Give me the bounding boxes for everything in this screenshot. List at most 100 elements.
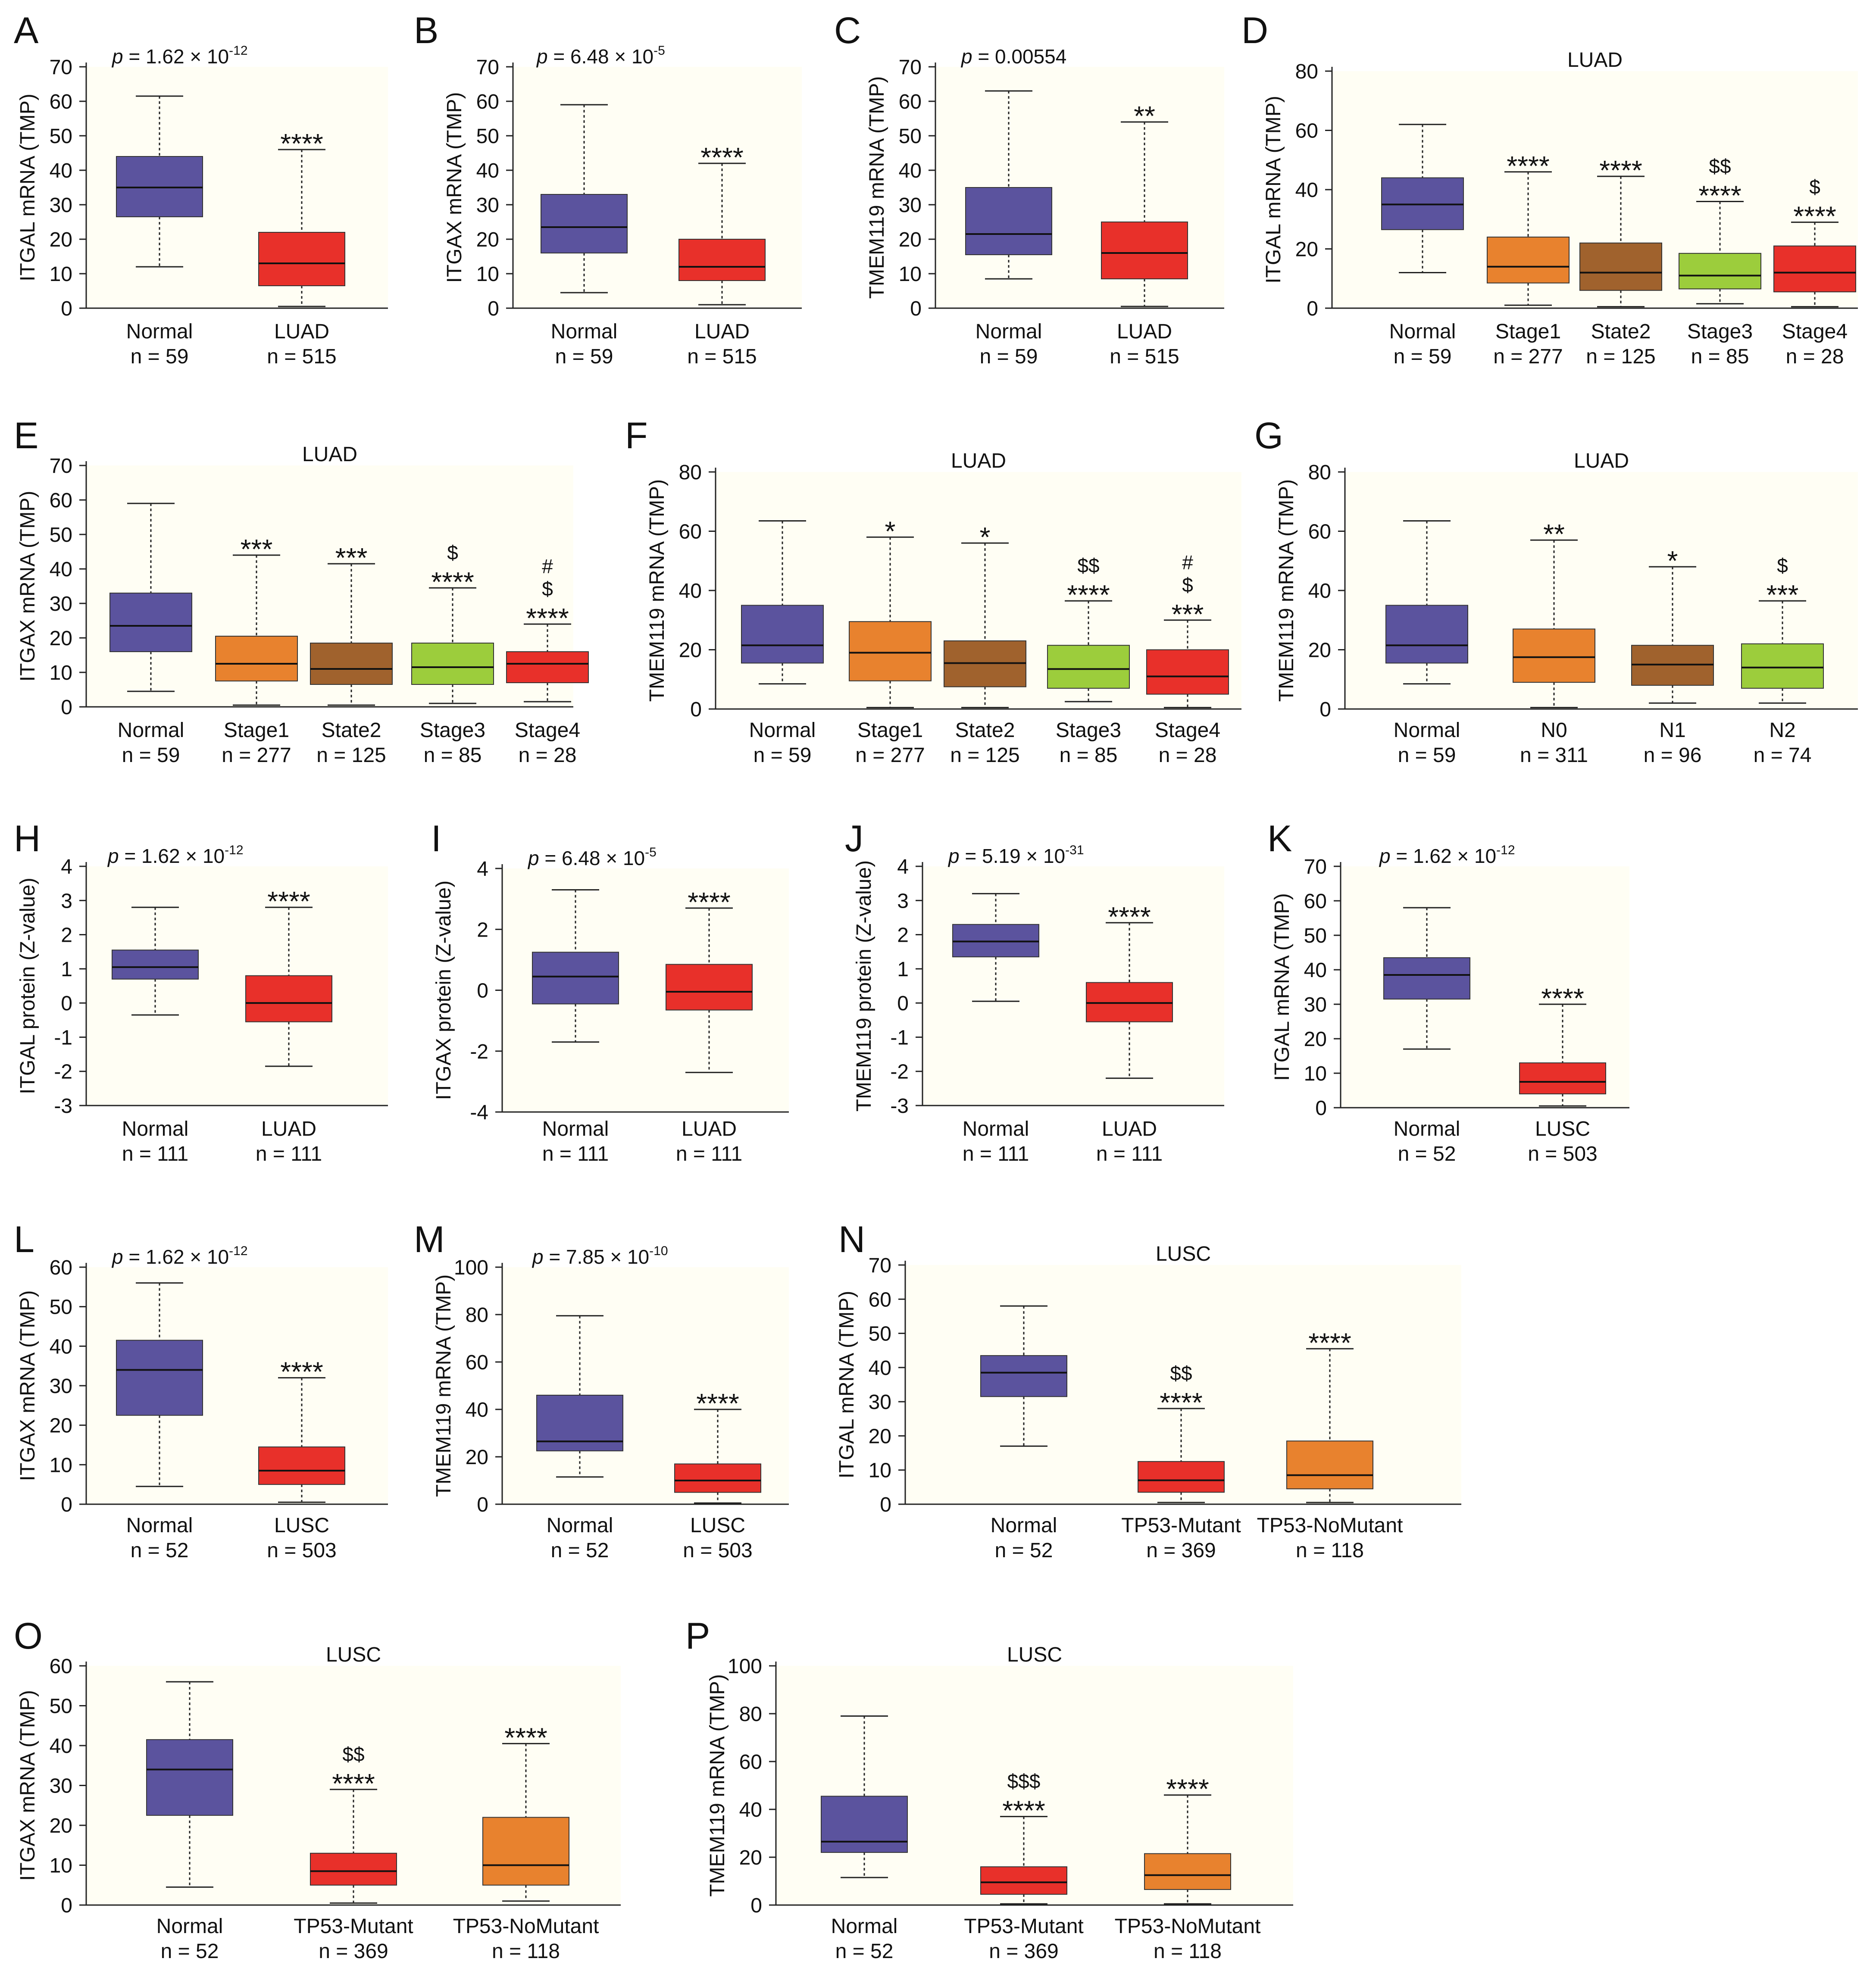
x-category-label: Normal	[126, 320, 193, 343]
significance-symbol: $	[542, 578, 553, 600]
y-tick-label: 30	[476, 194, 499, 217]
y-tick-label: 0	[477, 1493, 488, 1516]
box-iqr	[482, 1817, 569, 1886]
box-iqr	[1385, 605, 1468, 664]
y-tick-label: 60	[739, 1751, 762, 1774]
y-tick-label: 60	[50, 1256, 72, 1279]
y-tick-label: 0	[477, 980, 488, 1003]
y-tick-label: 50	[869, 1323, 891, 1346]
y-tick-label: 60	[899, 91, 922, 113]
panel-letter: B	[414, 10, 438, 51]
y-tick-label: 50	[50, 1296, 72, 1319]
box-iqr	[1047, 645, 1130, 689]
box-iqr	[980, 1355, 1067, 1397]
panel-letter: E	[14, 415, 38, 456]
sample-size-label: n = 277	[1493, 345, 1563, 368]
y-tick-label: 10	[476, 263, 499, 286]
plot-background	[86, 866, 388, 1106]
y-tick-label: 20	[869, 1425, 891, 1448]
significance-symbol: #	[542, 555, 553, 578]
y-tick-label: 30	[899, 194, 922, 217]
x-category-label: Normal	[542, 1118, 609, 1140]
box-iqr	[541, 194, 628, 253]
y-axis-label: TMEM119 mRNA (TMP)	[1275, 479, 1298, 702]
box-iqr	[849, 621, 932, 681]
box-iqr	[980, 1866, 1067, 1895]
y-tick-label: 4	[477, 858, 488, 881]
sample-size-label: n = 369	[1146, 1539, 1216, 1562]
sample-size-label: n = 28	[1786, 345, 1844, 368]
p-value-label: p = 6.48 × 10-5	[536, 44, 665, 68]
panel-letter: L	[14, 1219, 34, 1260]
x-category-label: TP53-Mutant	[964, 1915, 1083, 1938]
x-category-label: LUAD	[274, 320, 329, 343]
sample-size-label: n = 111	[1096, 1143, 1163, 1165]
box-iqr	[1146, 649, 1229, 695]
y-axis-label: ITGAL mRNA (TMP)	[835, 1291, 858, 1479]
y-tick-label: 50	[50, 1695, 72, 1718]
y-tick-label: 0	[880, 1493, 891, 1516]
significance-stars: ***	[1767, 579, 1799, 610]
significance-stars: ****	[431, 566, 474, 597]
box-iqr	[116, 1340, 203, 1416]
y-tick-label: 10	[50, 263, 72, 286]
p-value-label: p = 5.19 × 10-31	[947, 843, 1084, 867]
box-iqr	[1741, 643, 1824, 689]
y-tick-label: 60	[50, 91, 72, 113]
panel-title: LUAD	[1574, 450, 1629, 472]
y-tick-label: 2	[61, 924, 72, 947]
y-axis-label: TMEM119 mRNA (TMP)	[866, 76, 888, 299]
panel-letter: N	[838, 1219, 865, 1260]
sample-size-label: n = 52	[551, 1539, 609, 1562]
y-tick-label: 60	[466, 1351, 488, 1374]
y-tick-label: 4	[61, 856, 72, 878]
box-iqr	[411, 643, 494, 685]
x-category-label: N0	[1541, 719, 1567, 742]
x-category-label: Normal	[122, 1118, 189, 1140]
sample-size-label: n = 503	[683, 1539, 752, 1562]
box-iqr	[1513, 628, 1595, 683]
significance-stars: ****	[280, 1356, 323, 1387]
box-iqr	[1138, 1461, 1225, 1493]
x-category-label: Normal	[1394, 1118, 1460, 1140]
x-category-label: State2	[322, 719, 381, 742]
box-iqr	[1144, 1853, 1231, 1890]
y-tick-label: 40	[50, 159, 72, 182]
significance-stars: ****	[1166, 1774, 1209, 1805]
y-axis-label: ITGAL protein (Z-value)	[16, 878, 39, 1094]
x-category-label: LUAD	[682, 1118, 737, 1140]
y-tick-label: 20	[899, 228, 922, 251]
x-category-label: Stage4	[1155, 719, 1220, 742]
x-category-label: Stage4	[515, 719, 580, 742]
x-category-label: Normal	[1389, 320, 1456, 343]
sample-size-label: n = 59	[754, 744, 812, 767]
y-tick-label: 0	[61, 1493, 72, 1516]
box-iqr	[1383, 957, 1470, 1000]
significance-stars: ***	[335, 542, 368, 573]
y-tick-label: -1	[54, 1026, 72, 1049]
y-tick-label: -3	[54, 1095, 72, 1118]
box-iqr	[1679, 253, 1761, 290]
y-tick-label: 0	[1315, 1097, 1327, 1120]
y-tick-label: -3	[890, 1095, 909, 1118]
significance-stars: ****	[504, 1722, 547, 1753]
sample-size-label: n = 52	[995, 1539, 1053, 1562]
sample-size-label: n = 111	[676, 1143, 742, 1165]
box-iqr	[532, 952, 619, 1005]
y-tick-label: 10	[869, 1459, 891, 1482]
x-category-label: TP53-NoMutant	[1115, 1915, 1261, 1938]
box-iqr	[258, 1446, 345, 1485]
y-tick-label: 60	[1308, 521, 1331, 544]
plot-background	[922, 866, 1224, 1106]
y-tick-label: 1	[61, 958, 72, 981]
sample-size-label: n = 111	[256, 1143, 322, 1165]
